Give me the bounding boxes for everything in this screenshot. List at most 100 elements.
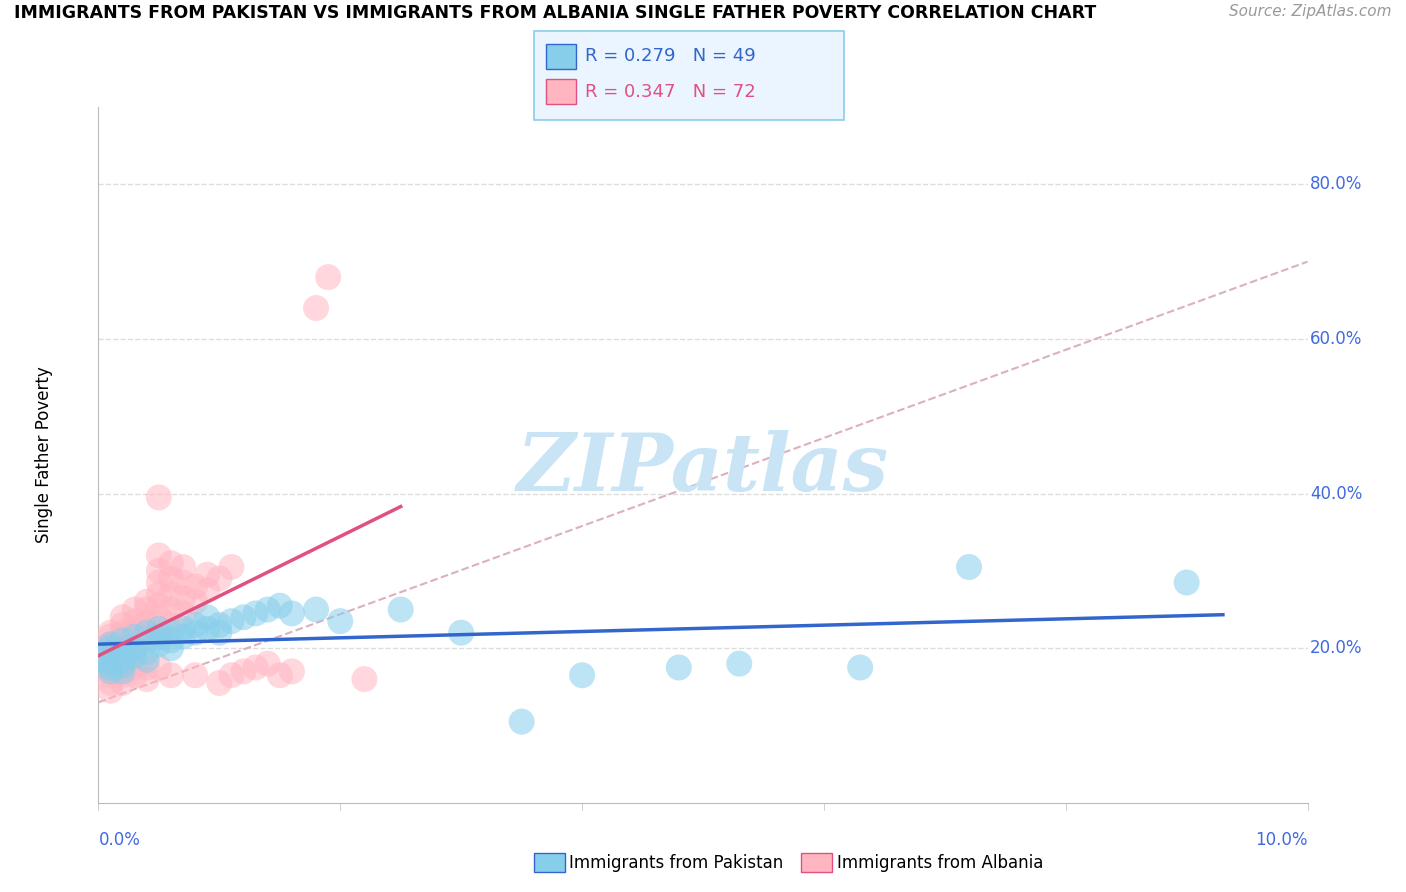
Text: ZIPatlas: ZIPatlas: [517, 430, 889, 508]
Point: [160, 556, 183, 570]
Text: 20.0%: 20.0%: [1310, 640, 1362, 657]
Point: [389, 602, 412, 616]
Point: [100, 665, 122, 679]
Point: [111, 630, 134, 644]
Point: [305, 602, 328, 616]
Point: [100, 641, 122, 656]
Point: [195, 610, 218, 624]
Point: [135, 633, 157, 648]
Text: 0.0%: 0.0%: [98, 830, 141, 848]
Point: [93, 645, 115, 659]
Point: [100, 683, 122, 698]
Point: [111, 625, 134, 640]
Point: [111, 618, 134, 632]
Point: [124, 641, 146, 656]
Point: [195, 583, 218, 598]
Point: [100, 645, 122, 659]
Point: [172, 607, 194, 621]
Point: [148, 622, 170, 636]
Point: [221, 614, 243, 628]
Point: [221, 560, 243, 574]
Point: [148, 599, 170, 613]
Point: [172, 630, 194, 644]
Point: [124, 622, 146, 636]
Point: [135, 602, 157, 616]
Point: [111, 610, 134, 624]
Point: [111, 653, 134, 667]
Point: [232, 665, 254, 679]
Point: [208, 618, 231, 632]
Point: [93, 660, 115, 674]
Point: [160, 602, 183, 616]
Point: [135, 625, 157, 640]
Point: [172, 575, 194, 590]
Point: [232, 610, 254, 624]
Text: Immigrants from Albania: Immigrants from Albania: [837, 854, 1043, 871]
Point: [135, 622, 157, 636]
Point: [668, 660, 690, 674]
Point: [221, 668, 243, 682]
Point: [148, 575, 170, 590]
Point: [172, 622, 194, 636]
Point: [111, 653, 134, 667]
Text: 40.0%: 40.0%: [1310, 484, 1362, 502]
Point: [124, 660, 146, 674]
Point: [124, 648, 146, 663]
Point: [305, 301, 328, 315]
Point: [111, 676, 134, 690]
Point: [148, 625, 170, 640]
Point: [100, 660, 122, 674]
Point: [111, 645, 134, 659]
Point: [100, 625, 122, 640]
Text: Single Father Poverty: Single Father Poverty: [35, 367, 53, 543]
Point: [245, 660, 267, 674]
Text: 10.0%: 10.0%: [1256, 830, 1308, 848]
Point: [172, 591, 194, 605]
Point: [111, 665, 134, 679]
Point: [184, 579, 207, 593]
Point: [160, 587, 183, 601]
Point: [245, 607, 267, 621]
Point: [111, 660, 134, 674]
Point: [184, 618, 207, 632]
Point: [135, 660, 157, 674]
Point: [281, 607, 304, 621]
Point: [1175, 575, 1198, 590]
Point: [957, 560, 980, 574]
Point: [111, 658, 134, 673]
Point: [124, 668, 146, 682]
Point: [281, 665, 304, 679]
Point: [100, 630, 122, 644]
Point: [135, 653, 157, 667]
Point: [728, 657, 751, 671]
Point: [148, 564, 170, 578]
Point: [135, 595, 157, 609]
Point: [316, 270, 339, 285]
Point: [100, 676, 122, 690]
Point: [91, 653, 114, 667]
Point: [148, 549, 170, 563]
Point: [160, 668, 183, 682]
Text: 60.0%: 60.0%: [1310, 330, 1362, 348]
Point: [269, 668, 291, 682]
Point: [256, 657, 278, 671]
Point: [160, 625, 183, 640]
Point: [329, 614, 352, 628]
Point: [148, 610, 170, 624]
Point: [353, 672, 375, 686]
Point: [100, 657, 122, 671]
Point: [93, 653, 115, 667]
Point: [208, 676, 231, 690]
Text: Immigrants from Pakistan: Immigrants from Pakistan: [569, 854, 783, 871]
Text: R = 0.347   N = 72: R = 0.347 N = 72: [585, 83, 755, 101]
Point: [208, 572, 231, 586]
Point: [184, 668, 207, 682]
Point: [849, 660, 872, 674]
Point: [172, 560, 194, 574]
Point: [148, 491, 170, 505]
Point: [100, 653, 122, 667]
Point: [510, 714, 533, 729]
Point: [124, 614, 146, 628]
Text: Source: ZipAtlas.com: Source: ZipAtlas.com: [1229, 4, 1392, 20]
Point: [100, 637, 122, 651]
